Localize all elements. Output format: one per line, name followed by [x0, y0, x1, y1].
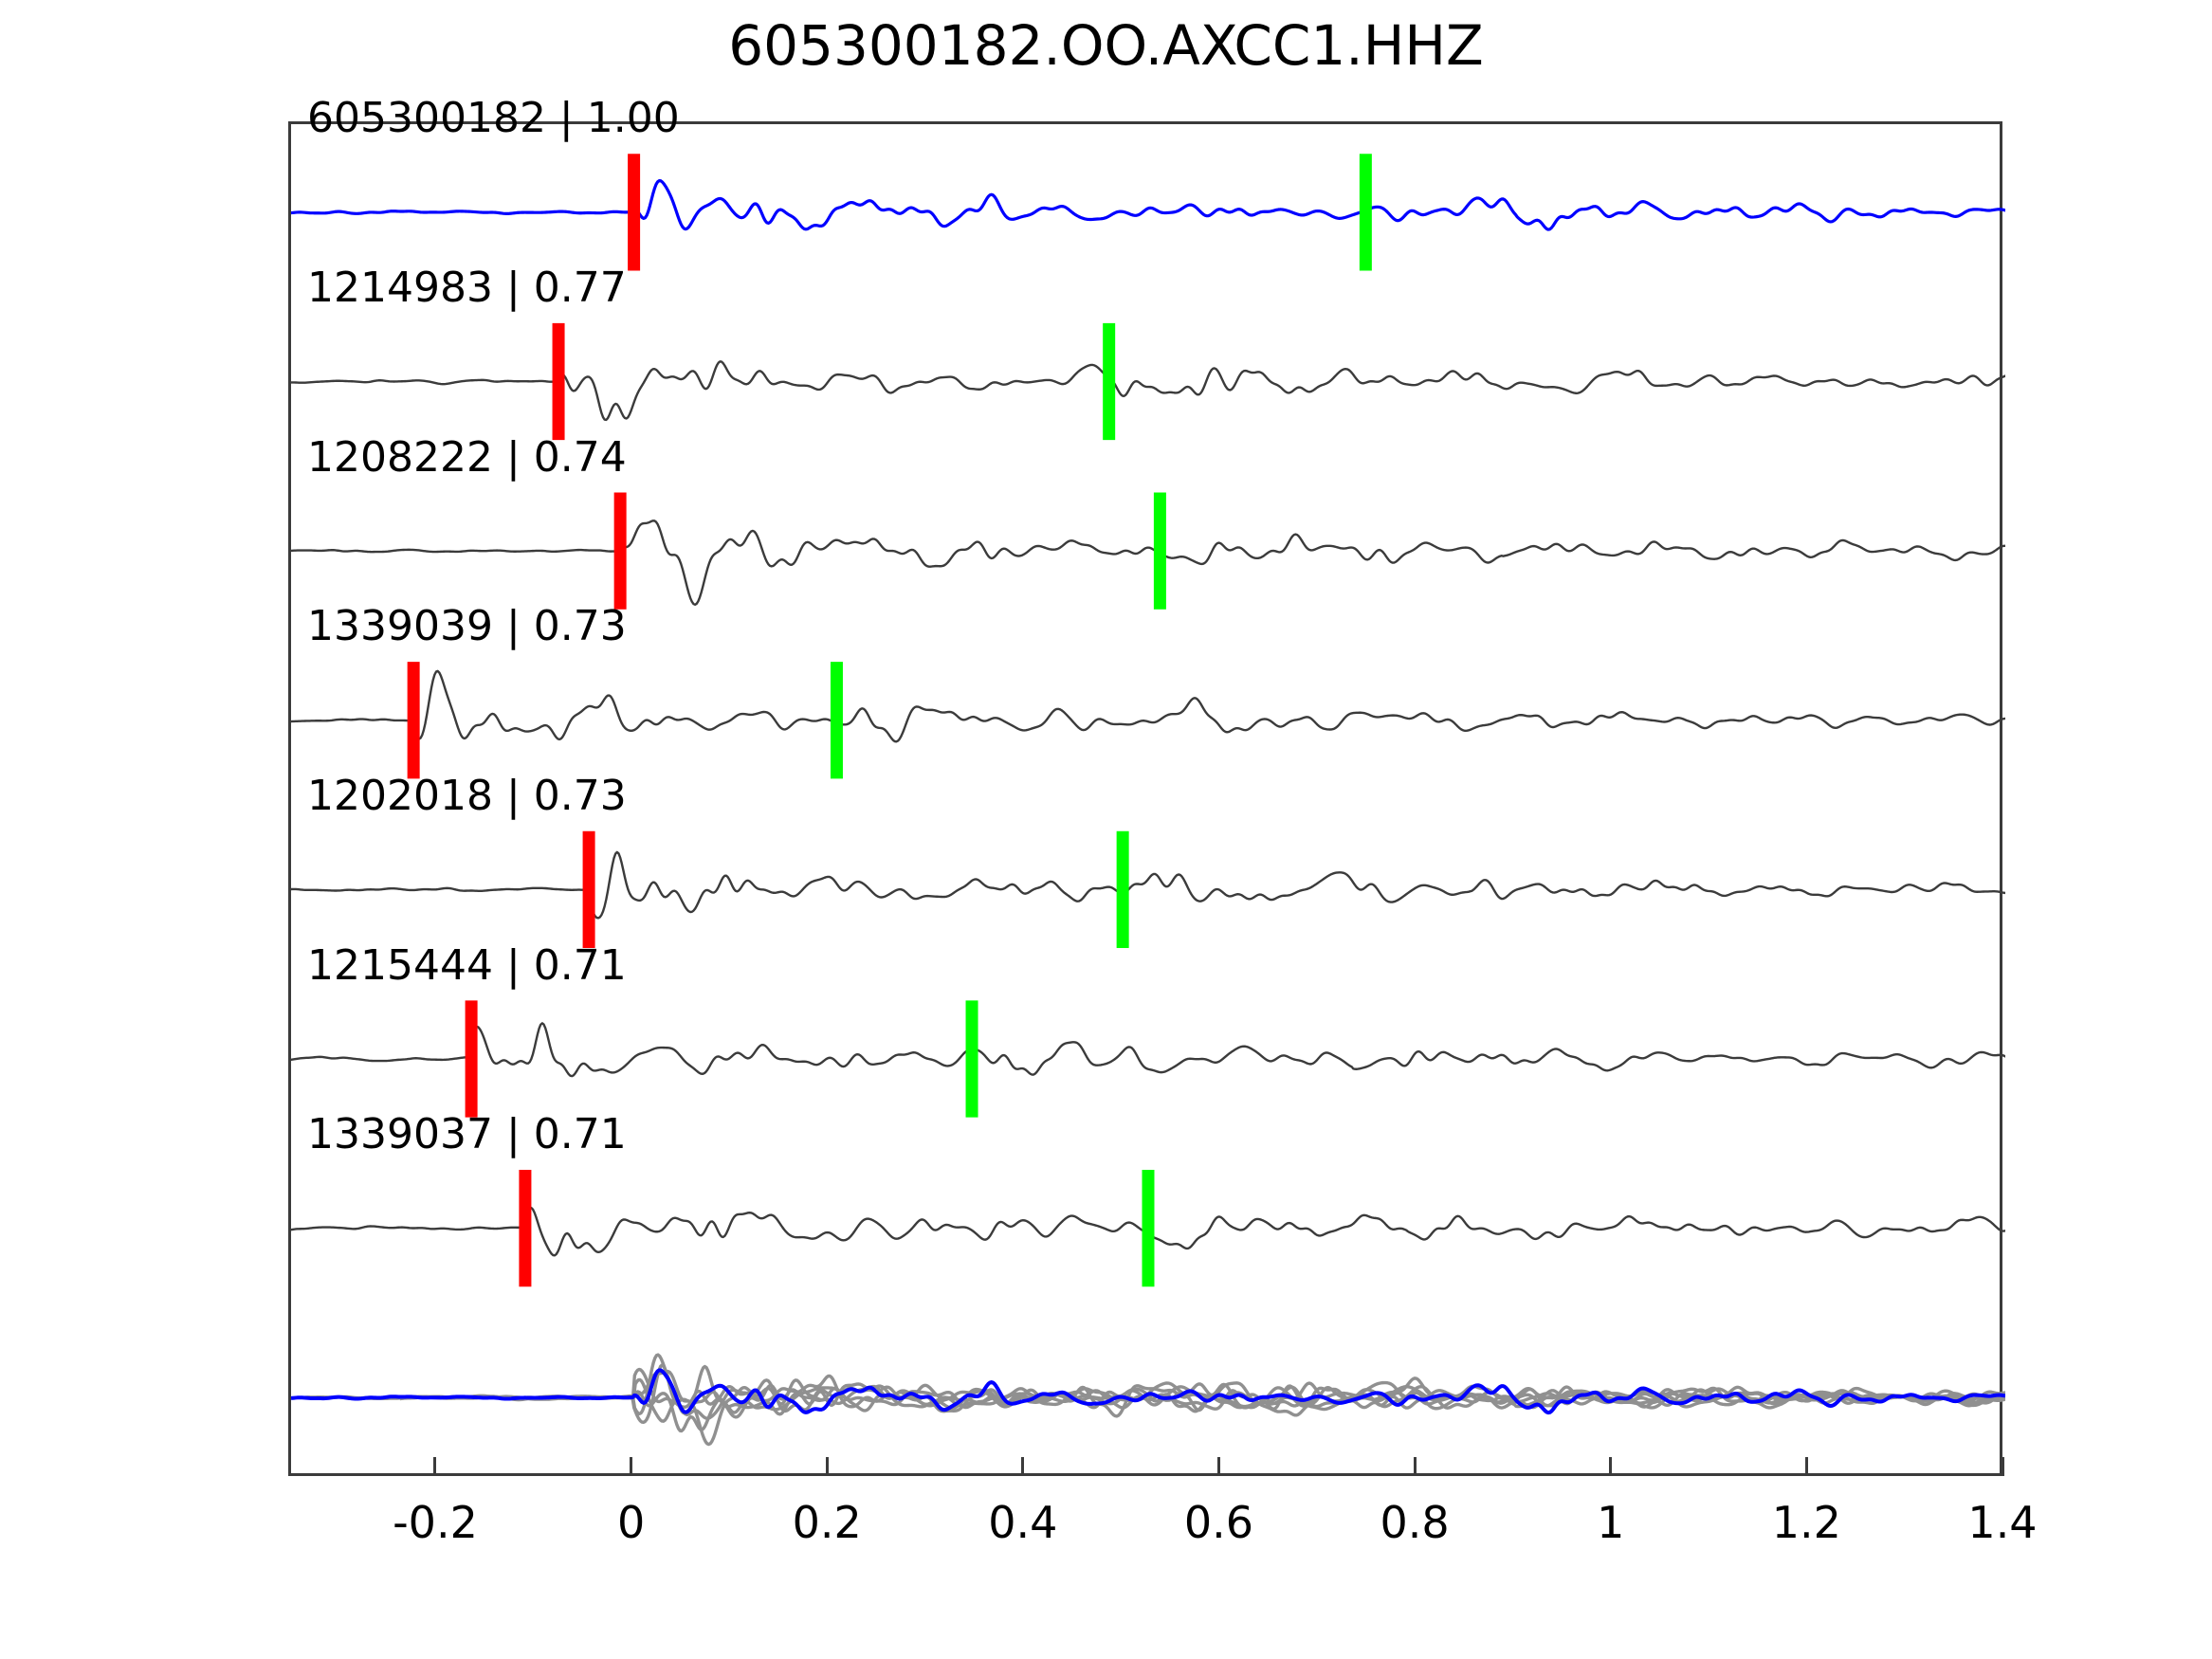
stack-member-trace: [511, 1353, 2005, 1418]
trace-label-605300182: 605300182 | 1.00: [307, 94, 680, 143]
pick-marker-s: [830, 662, 843, 779]
trace-label-1339039: 1339039 | 0.73: [307, 602, 627, 651]
stack-member-trace: [304, 1369, 2005, 1447]
stack-member-trace: [453, 1364, 2005, 1414]
x-tick-mark: [630, 1457, 633, 1476]
pick-marker-p: [613, 492, 627, 610]
waveform-trace: [291, 1022, 2005, 1078]
x-tick-mark: [1804, 1457, 1808, 1476]
x-tick-mark: [1021, 1457, 1025, 1476]
pick-marker-p: [582, 830, 595, 949]
x-tick-label: -0.2: [393, 1497, 478, 1548]
waveform-svg: [291, 154, 2005, 1447]
pick-marker-s: [1116, 830, 1129, 949]
x-tick-mark: [1216, 1457, 1220, 1476]
pick-marker-s: [1153, 492, 1166, 610]
x-tick-mark: [1413, 1457, 1417, 1476]
pick-marker-p: [465, 1000, 478, 1118]
pick-marker-p: [628, 154, 641, 271]
x-tick-label: 0: [616, 1497, 646, 1548]
x-tick-label: 1: [1597, 1497, 1625, 1548]
x-tick-label: 1.4: [1967, 1497, 2038, 1548]
x-tick-label: 0.4: [988, 1497, 1058, 1548]
x-tick-mark: [825, 1457, 829, 1476]
trace-label-1339037: 1339037 | 0.71: [307, 1110, 627, 1159]
waveform-trace: [291, 179, 2005, 231]
pick-marker-s: [965, 1000, 978, 1118]
x-tick-mark: [2001, 1457, 2004, 1476]
x-tick-mark: [1609, 1457, 1613, 1476]
pick-marker-s: [1359, 154, 1372, 271]
pick-marker-p: [552, 322, 565, 441]
x-tick-label: 0.6: [1183, 1497, 1254, 1548]
plot-area: [288, 121, 2005, 1476]
waveform-trace: [291, 669, 2005, 743]
x-tick-mark: [433, 1457, 437, 1476]
x-tick-label: 0.2: [792, 1497, 862, 1548]
waveform-trace: [291, 850, 2005, 920]
x-tick-label: 1.2: [1771, 1497, 1841, 1548]
waveform-trace: [291, 360, 2005, 422]
pick-marker-s: [1142, 1170, 1155, 1287]
trace-label-1208222: 1208222 | 0.74: [307, 432, 627, 482]
trace-label-1215444: 1215444 | 0.71: [307, 940, 627, 990]
trace-label-1214983: 1214983 | 0.77: [307, 264, 627, 313]
stack-template-trace: [291, 1368, 2005, 1415]
x-tick-label: 0.8: [1380, 1497, 1450, 1548]
pick-marker-p: [519, 1170, 532, 1287]
waveform-trace: [291, 520, 2005, 606]
pick-marker-s: [1103, 322, 1116, 441]
waveform-canvas: [291, 124, 2005, 1473]
pick-marker-p: [407, 662, 420, 779]
figure-title: 605300182.OO.AXCC1.HHZ: [728, 13, 1484, 78]
trace-label-1202018: 1202018 | 0.73: [307, 771, 627, 820]
